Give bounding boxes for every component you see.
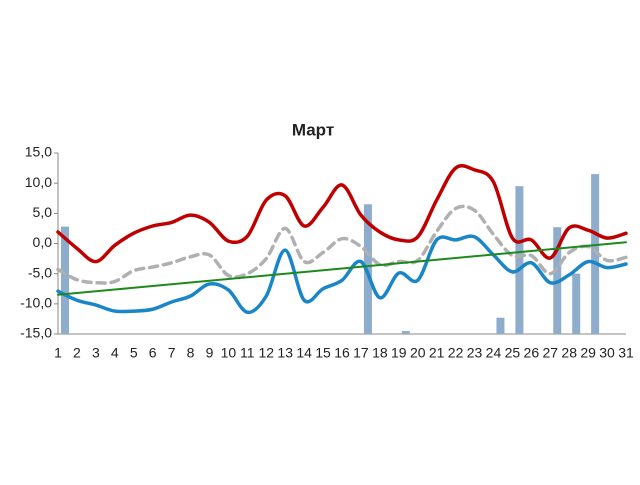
x-tick-label: 12 [258, 345, 274, 361]
y-tick-label: 0,0 [33, 234, 53, 250]
x-tick-label: 17 [353, 345, 369, 361]
bar [496, 317, 505, 334]
line-series [56, 204, 628, 285]
x-tick-label: 6 [149, 345, 157, 361]
x-tick-label: 30 [599, 345, 615, 361]
y-tick-label: 10,0 [25, 174, 52, 190]
y-tick-label: 5,0 [33, 204, 53, 220]
bar [401, 330, 410, 334]
x-tick-label: 14 [296, 345, 312, 361]
bar [61, 226, 69, 334]
x-tick-label: 24 [486, 345, 502, 361]
x-tick-label: 15 [315, 345, 331, 361]
x-tick-label: 1 [54, 345, 62, 361]
x-tick-label: 20 [410, 345, 426, 361]
x-tick-label: 28 [561, 345, 577, 361]
bar [591, 174, 600, 334]
bar [363, 204, 372, 334]
x-tick-label: 18 [372, 345, 388, 361]
x-tick-label: 9 [206, 345, 214, 361]
x-tick-label: 16 [334, 345, 350, 361]
line-series [56, 234, 628, 315]
x-tick-label: 11 [240, 345, 255, 361]
x-tick-label: 2 [73, 345, 81, 361]
x-tick-label: 31 [618, 345, 634, 361]
x-tick-label: 13 [277, 345, 293, 361]
line-series [56, 164, 628, 264]
x-tick-label: 23 [467, 345, 483, 361]
x-tick-label: 22 [448, 345, 464, 361]
x-tick-label: 27 [542, 345, 558, 361]
y-tick-label: -10,0 [20, 295, 52, 311]
y-tick-label: 15,0 [25, 144, 52, 160]
x-tick-label: 3 [92, 345, 100, 361]
y-tick-label: -5,0 [28, 264, 52, 280]
trend-line [57, 241, 627, 296]
y-tick-label: -15,0 [20, 325, 52, 341]
chart-title: Март [292, 120, 334, 139]
x-tick-label: 19 [391, 345, 407, 361]
x-tick-label: 8 [187, 345, 195, 361]
bar [572, 273, 581, 334]
x-tick-label: 29 [580, 345, 596, 361]
x-tick-label: 4 [111, 345, 119, 361]
bar [515, 186, 524, 334]
x-tick-label: 25 [505, 345, 521, 361]
x-tick-label: 5 [130, 345, 138, 361]
x-tick-label: 26 [524, 345, 540, 361]
x-tick-label: 10 [221, 345, 237, 361]
x-tick-label: 21 [429, 345, 445, 361]
x-tick-label: 7 [168, 345, 176, 361]
